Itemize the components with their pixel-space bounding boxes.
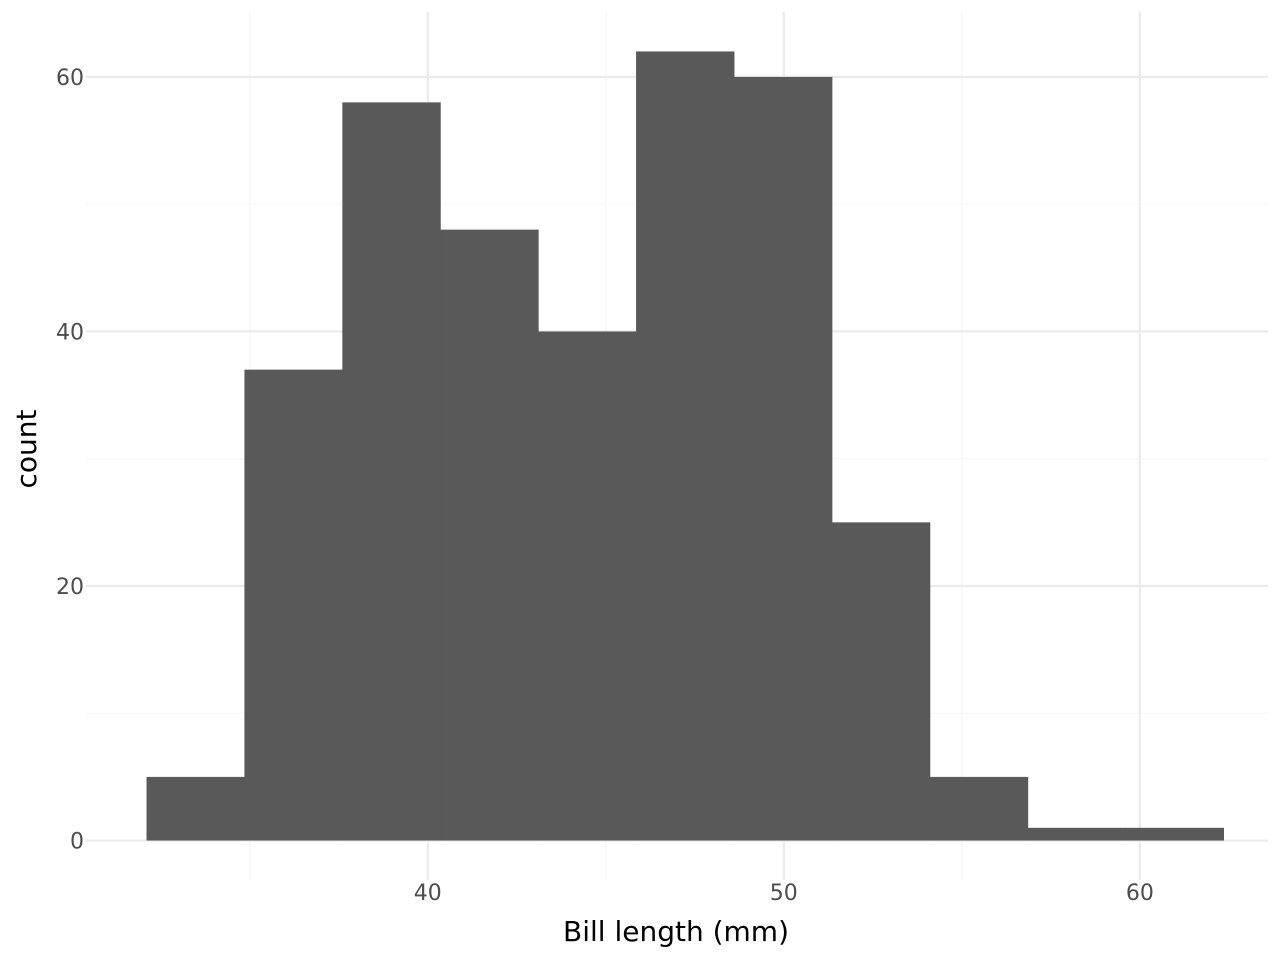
- histogram-bar: [929, 776, 1029, 841]
- x-tick-label: 40: [414, 881, 442, 906]
- histogram-bar: [636, 51, 735, 841]
- x-axis-tick-labels: 40 50 60: [414, 881, 1154, 906]
- histogram-bar: [342, 102, 441, 841]
- y-tick-label: 0: [70, 830, 84, 855]
- y-tick-label: 40: [56, 320, 84, 345]
- histogram-bar: [440, 229, 539, 841]
- x-tick-label: 60: [1126, 881, 1154, 906]
- y-axis-tick-labels: 0 20 40 60: [56, 66, 84, 855]
- y-tick-label: 60: [56, 66, 84, 91]
- histogram-bar: [1125, 827, 1224, 841]
- y-axis-title: count: [10, 409, 43, 488]
- x-axis-title: Bill length (mm): [563, 915, 789, 948]
- histogram-bars: [146, 51, 1224, 841]
- histogram-bar: [538, 331, 637, 841]
- histogram-bar: [146, 776, 245, 841]
- x-tick-label: 50: [770, 881, 798, 906]
- y-tick-label: 20: [56, 575, 84, 600]
- histogram-bar: [244, 369, 343, 841]
- histogram-bar: [1027, 827, 1127, 841]
- histogram-bar: [831, 522, 931, 841]
- histogram-bar: [733, 76, 833, 841]
